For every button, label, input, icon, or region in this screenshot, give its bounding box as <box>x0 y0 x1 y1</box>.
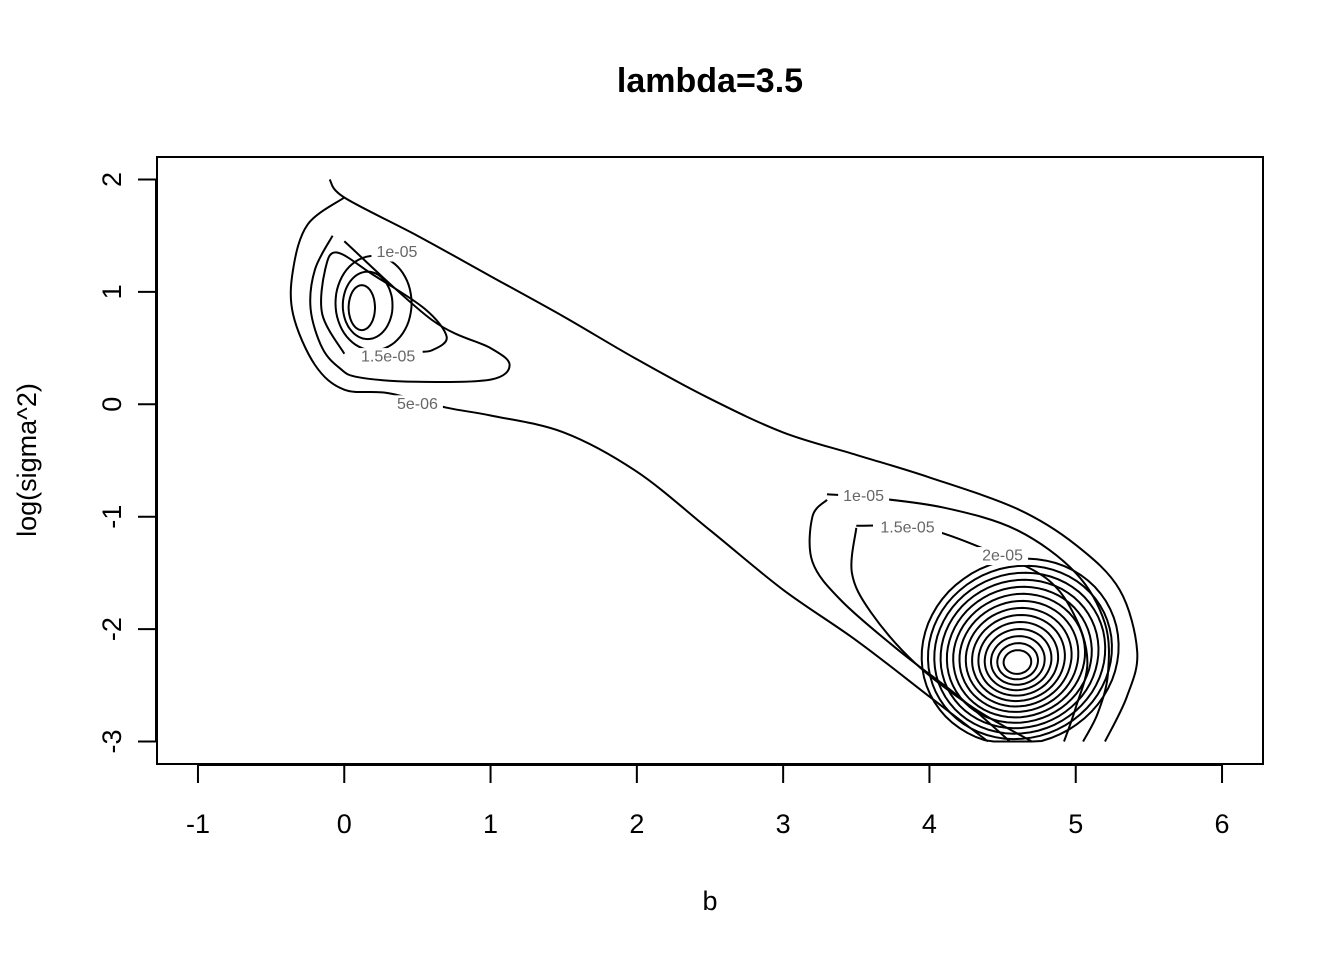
contour-line <box>971 613 1066 703</box>
contour-label-bg <box>873 518 942 537</box>
contour-line <box>920 557 1120 743</box>
x-tick-label: 2 <box>629 809 644 839</box>
contour-label-bg <box>353 348 423 367</box>
contour-line <box>926 564 1113 741</box>
contour-line <box>320 251 448 355</box>
y-axis: 2 1 0 -1 -2 -3 <box>97 172 157 754</box>
contour-line <box>334 254 413 352</box>
contour-label-bg <box>977 547 1029 566</box>
contour-label: 1e-05 <box>843 488 884 505</box>
y-tick-label: 0 <box>97 397 127 412</box>
x-tick-label: -1 <box>186 809 210 839</box>
contour-line <box>952 592 1087 719</box>
contour-label: 5e-06 <box>397 396 438 413</box>
contour-line <box>328 178 1139 742</box>
x-tick-label: 1 <box>483 809 498 839</box>
contour-label: 1.5e-05 <box>880 519 934 536</box>
contour-line <box>933 571 1107 735</box>
contour-label-bg <box>371 243 423 262</box>
y-tick-label: 1 <box>97 284 127 299</box>
x-tick-label: 5 <box>1068 809 1083 839</box>
x-axis: -1 0 1 2 3 4 5 6 <box>186 764 1230 839</box>
contour-labels: 1e-05 1.5e-05 5e-06 1e-05 1.5e-05 2e-05 <box>353 243 1029 566</box>
contour-line <box>977 620 1060 697</box>
contour-line <box>983 627 1053 692</box>
x-axis-label: b <box>702 886 717 916</box>
contour-line <box>1002 649 1033 675</box>
y-tick-label: -3 <box>97 730 127 754</box>
y-tick-label: -1 <box>97 505 127 529</box>
x-tick-label: 4 <box>922 809 937 839</box>
contour-line <box>964 606 1073 708</box>
plot-frame <box>156 156 1264 765</box>
contour-line <box>989 635 1046 686</box>
x-tick-label: 6 <box>1215 809 1230 839</box>
contour-line <box>958 599 1080 713</box>
contour-line <box>939 578 1100 730</box>
x-tick-label: 3 <box>776 809 791 839</box>
y-tick-label: 2 <box>97 172 127 187</box>
x-tick-label: 0 <box>337 809 352 839</box>
contour-line <box>996 642 1040 681</box>
contour-label: 1e-05 <box>376 244 417 261</box>
y-axis-label: log(sigma^2) <box>12 383 42 537</box>
contour-line <box>850 527 1033 743</box>
contour-label-bg <box>391 395 443 414</box>
contour-label-bg <box>838 487 890 506</box>
y-tick-label: -2 <box>97 617 127 641</box>
contour-label: 1.5e-05 <box>361 349 415 366</box>
contour-label: 2e-05 <box>982 548 1023 565</box>
chart-title: lambda=3.5 <box>617 62 803 100</box>
contour-line <box>347 284 377 332</box>
contour-lines <box>289 178 1139 743</box>
contour-line <box>309 235 511 384</box>
contour-line <box>945 585 1093 724</box>
contour-line <box>289 196 989 743</box>
contour-line <box>341 270 394 341</box>
